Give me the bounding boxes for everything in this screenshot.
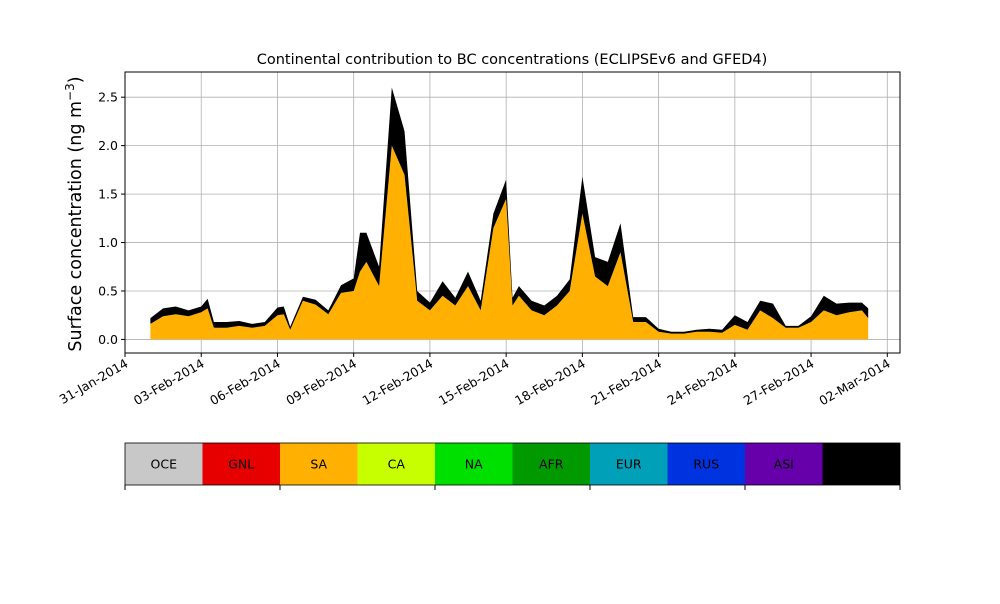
x-axis: 31-Jan-2014 03-Feb-2014 06-Feb-2014 09-Feb-… — [57, 353, 893, 408]
legend-colorbar: OCE GNL SA CA NA AFR EUR RUS ASI AUS — [124, 442, 901, 490]
axes-frame — [124, 71, 901, 354]
y-tick-label-1: 0.5 — [98, 283, 118, 298]
y-tick-label-0: 0.0 — [98, 332, 118, 347]
x-tick-label-4: 12-Feb-2014 — [360, 356, 436, 408]
stacked-areas — [150, 87, 869, 340]
x-tick-label-5: 15-Feb-2014 — [436, 356, 512, 408]
x-tick-label-6: 18-Feb-2014 — [512, 356, 588, 408]
legend-label-na: NA — [465, 457, 483, 472]
legend-label-sa: SA — [310, 457, 327, 472]
y-tick-label-3: 1.5 — [98, 187, 118, 202]
x-tick-label-0: 31-Jan-2014 — [57, 356, 131, 407]
legend-swatch-na — [435, 443, 513, 485]
y-tick-label-4: 2.0 — [98, 138, 118, 153]
legend-label-oce: OCE — [151, 457, 178, 472]
y-tick-label-2: 1.0 — [98, 235, 118, 250]
legend-swatch-oce — [125, 443, 203, 485]
chart-title: Continental contribution to BC concentra… — [257, 52, 768, 68]
legend-swatch-rus — [667, 443, 745, 485]
legend-swatch-aus — [822, 443, 900, 485]
legend-swatch-ca — [357, 443, 435, 485]
x-tick-label-3: 09-Feb-2014 — [283, 356, 359, 408]
legend-swatch-afr — [512, 443, 590, 485]
area-sa — [150, 145, 869, 340]
y-axis-label-close: ) — [66, 76, 86, 83]
y-axis-label-exponent: −3 — [63, 83, 77, 101]
x-tick-label-2: 06-Feb-2014 — [207, 356, 283, 408]
legend-swatch-sa — [280, 443, 358, 485]
x-tick-label-7: 21-Feb-2014 — [588, 356, 664, 408]
legend-label-ca: CA — [388, 457, 406, 472]
y-tick-label-5: 2.5 — [98, 90, 118, 105]
x-tick-label-10: 02-Mar-2014 — [816, 356, 892, 409]
y-axis-label: Surface concentration (ng m−3) — [63, 76, 86, 351]
legend-label-afr: AFR — [539, 457, 564, 472]
legend-swatch-eur — [590, 443, 668, 485]
legend-swatch-gnl — [202, 443, 280, 485]
legend-label-aus: AUS — [848, 457, 874, 472]
legend-label-gnl: GNL — [228, 457, 254, 472]
y-axis-label-main: Surface concentration (ng m — [66, 101, 86, 352]
legend-label-rus: RUS — [693, 457, 719, 472]
y-axis: 0.0 0.5 1.0 1.5 2.0 2.5 — [98, 90, 125, 347]
legend-label-eur: EUR — [616, 457, 642, 472]
x-tick-label-8: 24-Feb-2014 — [665, 356, 741, 408]
legend-label-asi: ASI — [774, 457, 794, 472]
x-tick-label-9: 27-Feb-2014 — [741, 356, 817, 408]
x-tick-label-1: 03-Feb-2014 — [131, 356, 207, 408]
grid — [124, 72, 900, 353]
legend-swatch-asi — [745, 443, 823, 485]
legend-frame — [124, 442, 901, 486]
